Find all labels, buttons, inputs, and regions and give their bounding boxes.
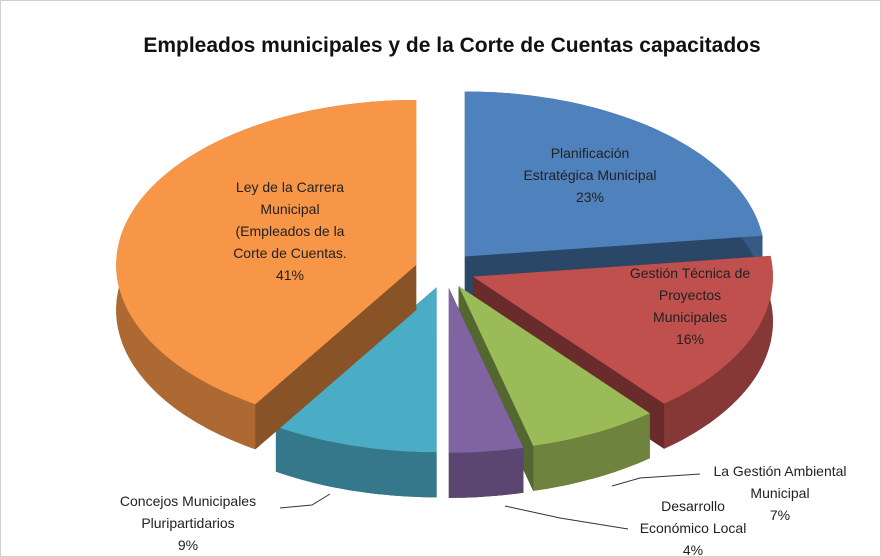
data-label: Concejos Municipales Pluripartidarios bbox=[120, 493, 256, 531]
slice-wall bbox=[255, 265, 417, 450]
slice-side bbox=[664, 255, 773, 449]
slice-top bbox=[116, 100, 417, 405]
value-label: 16% bbox=[676, 331, 704, 347]
labels: Planificación Estratégica Municipal 23% Ges… bbox=[120, 145, 847, 557]
slice bbox=[275, 287, 437, 498]
data-label: Planificación Estratégica Municipal bbox=[523, 145, 656, 183]
slice-side bbox=[275, 426, 437, 498]
leader-line bbox=[504, 505, 629, 530]
chart-title: Empleados municipales y de la Corte de C… bbox=[143, 34, 760, 57]
pie bbox=[116, 91, 773, 498]
slice bbox=[116, 100, 417, 450]
slice-top bbox=[464, 91, 763, 257]
value-label: 9% bbox=[178, 537, 198, 553]
slice-top bbox=[458, 286, 650, 446]
slice-top bbox=[448, 287, 524, 453]
data-label: Gestión Técnica de Proyectos Municipales bbox=[630, 265, 751, 325]
value-label: 23% bbox=[576, 189, 604, 205]
slice bbox=[464, 91, 763, 302]
leader-line bbox=[279, 493, 331, 509]
slice bbox=[448, 287, 524, 498]
slice-top bbox=[275, 287, 437, 453]
value-label: 41% bbox=[276, 267, 304, 283]
leader-lines bbox=[279, 473, 701, 530]
slice-side bbox=[533, 413, 650, 491]
slice-top bbox=[472, 255, 773, 404]
value-label: 4% bbox=[683, 542, 703, 557]
data-label: La Gestión Ambiental Municipal bbox=[713, 463, 846, 501]
leader-line bbox=[611, 473, 701, 487]
value-label: 7% bbox=[770, 507, 790, 523]
data-label: Desarrollo Económico Local bbox=[640, 498, 747, 536]
data-label: Ley de la Carrera Municipal (Empleados de … bbox=[233, 179, 347, 261]
slice-side bbox=[448, 447, 524, 498]
